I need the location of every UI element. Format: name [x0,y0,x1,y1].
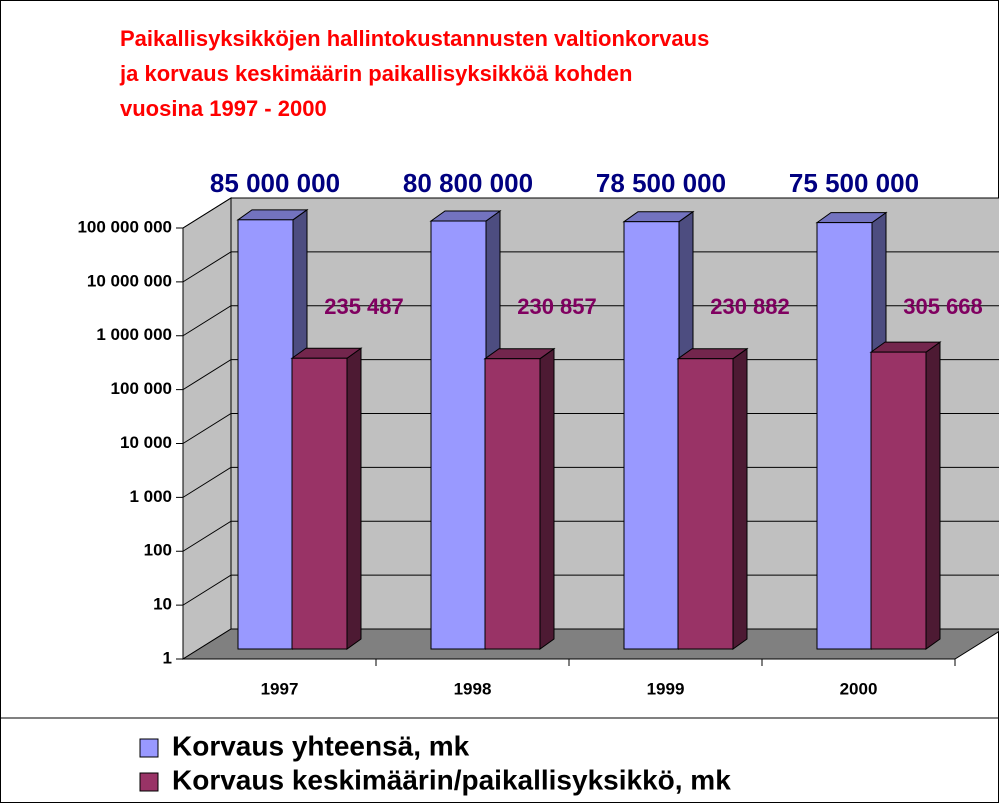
chart-title: Paikallisyksikköjen hallintokustannusten… [120,26,709,51]
bar [429,210,502,650]
x-tick-label: 1998 [454,679,492,698]
bar-side [346,347,362,650]
y-tick-label: 1 000 [129,487,172,506]
value-label: 75 500 000 [789,168,919,198]
legend-label: Korvaus keskimäärin/paikallisyksikkö, mk [172,764,731,795]
bar-front [484,358,541,650]
grid-line [182,197,999,229]
y-tick-label: 100 [144,541,172,560]
bar-front [677,358,734,650]
y-tick-label: 10 [153,595,172,614]
value-label: 230 882 [710,294,790,319]
bar-front [237,219,294,650]
bar-front [623,221,680,650]
bar [869,341,942,650]
bar [676,347,749,650]
y-tick-label: 10 000 [120,433,172,452]
legend-swatch [139,772,159,792]
chart-title: ja korvaus keskimäärin paikallisyksikköä… [119,61,632,86]
bar-side [925,341,941,650]
bar-side [732,347,748,650]
y-tick-label: 100 000 [111,379,172,398]
legend-label: Korvaus yhteensä, mk [172,730,470,761]
x-tick-label: 1999 [647,679,685,698]
value-label: 78 500 000 [596,168,726,198]
grid-line [182,305,999,337]
bar-front [430,220,487,650]
bar-front [816,222,873,650]
y-tick-label: 1 000 000 [96,325,172,344]
y-tick-label: 1 [163,648,172,667]
chart-title: vuosina 1997 - 2000 [120,96,327,121]
y-tick-label: 10 000 000 [87,271,172,290]
value-label: 305 668 [903,294,983,319]
value-label: 85 000 000 [210,168,340,198]
bar-front [291,357,348,650]
bar-side [539,347,555,650]
legend-swatch [139,738,159,758]
value-label: 80 800 000 [403,168,533,198]
x-tick-label: 1997 [261,679,299,698]
value-label: 230 857 [517,294,597,319]
y-tick-label: 100 000 000 [77,217,172,236]
bar-front [870,351,927,650]
grid-line [182,251,999,283]
x-tick-label: 2000 [840,679,878,698]
bar [483,347,556,650]
bar [290,347,363,650]
value-label: 235 487 [324,294,404,319]
